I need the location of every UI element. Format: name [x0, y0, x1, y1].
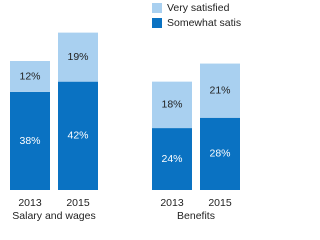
- group-label: Salary and wages: [12, 210, 95, 222]
- legend-swatch: [152, 3, 162, 13]
- bar-segment: [10, 61, 50, 92]
- legend-swatch: [152, 18, 162, 28]
- bar-segment: [152, 81, 192, 129]
- legend-label: Very satisfied: [167, 2, 230, 14]
- chart: Very satisfied Somewhat satisfied 38% 12% 20…: [10, 2, 241, 222]
- bar-segment: [58, 32, 98, 82]
- x-tick-label: 2015: [66, 197, 90, 209]
- value-label: 12%: [19, 70, 40, 82]
- bar-segment: [200, 63, 240, 118]
- bar-segment: [152, 128, 192, 190]
- value-label: 28%: [209, 148, 230, 160]
- value-label: 38%: [19, 135, 40, 147]
- value-label: 24%: [161, 153, 182, 165]
- value-label: 42%: [67, 130, 88, 142]
- value-label: 21%: [209, 84, 230, 96]
- legend-label: Somewhat satisfied: [167, 17, 241, 29]
- bar-segment: [200, 117, 240, 190]
- x-tick-label: 2013: [18, 197, 42, 209]
- group-label: Benefits: [177, 210, 215, 222]
- x-tick-label: 2015: [208, 197, 232, 209]
- x-tick-label: 2013: [160, 197, 184, 209]
- value-label: 19%: [67, 51, 88, 63]
- bar-segment: [58, 81, 98, 190]
- bar-segment: [10, 91, 50, 190]
- page: {"chart_data": {"type": "stacked-bar", "…: [10, 1, 241, 222]
- value-label: 18%: [161, 99, 182, 111]
